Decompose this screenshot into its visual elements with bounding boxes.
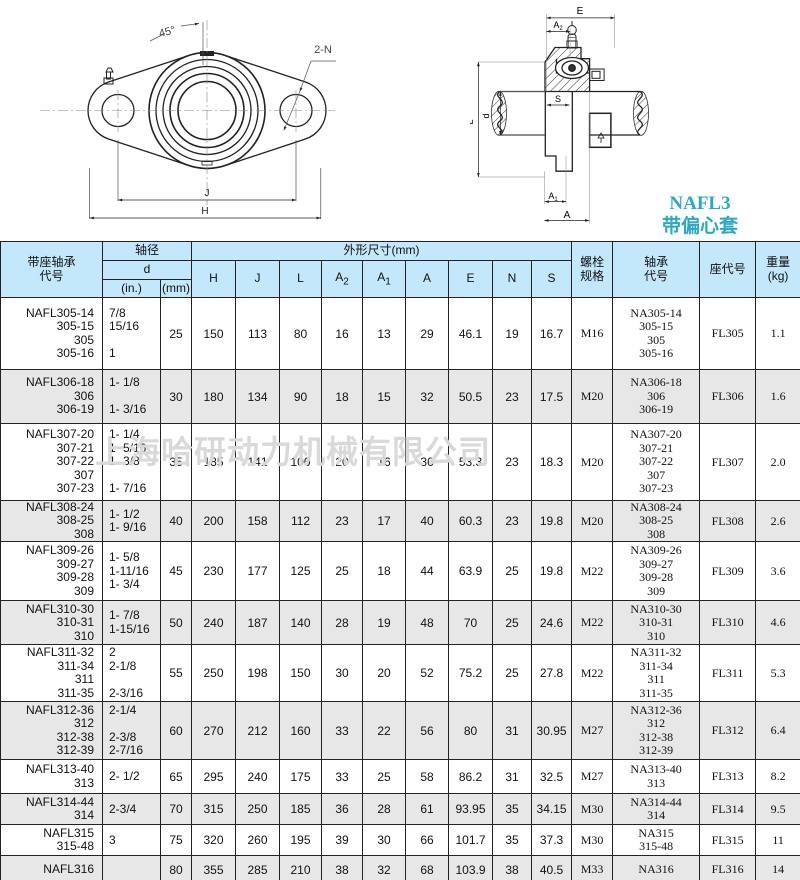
svg-text:H: H [201, 206, 208, 217]
svg-text:E: E [577, 6, 584, 17]
svg-text:L: L [470, 119, 475, 124]
svg-text:J: J [205, 188, 210, 199]
svg-text:45°: 45° [158, 24, 177, 40]
svg-text:2-N: 2-N [314, 44, 332, 56]
svg-text:d: d [481, 113, 491, 118]
svg-text:A: A [564, 210, 571, 221]
svg-text:S: S [555, 94, 561, 104]
svg-text:A1: A1 [548, 191, 558, 203]
svg-text:A2: A2 [553, 20, 563, 32]
